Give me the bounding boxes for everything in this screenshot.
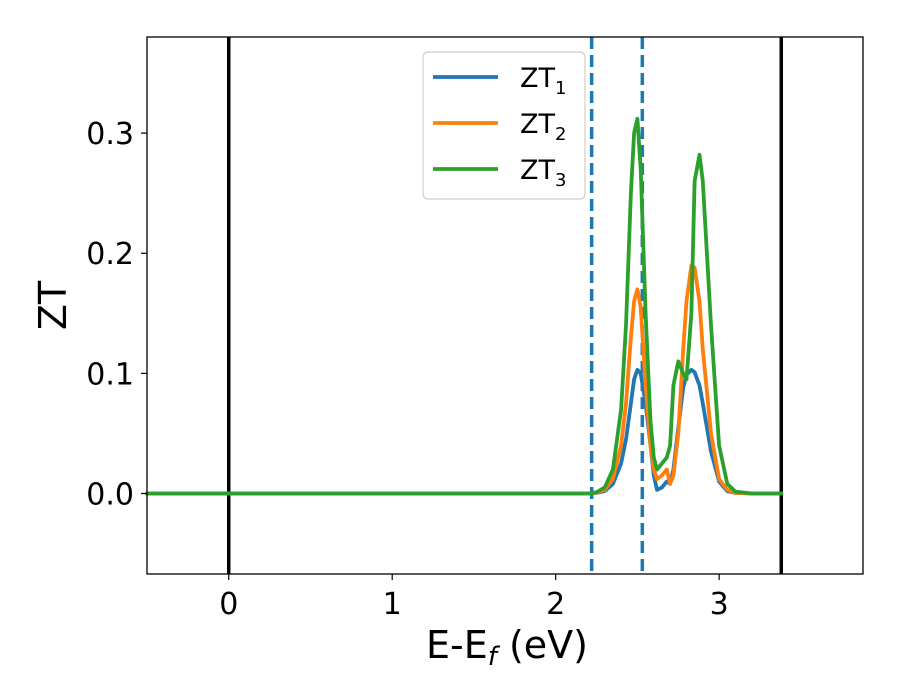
x-tick-label: 3 <box>710 587 729 622</box>
plot-frame <box>146 36 864 575</box>
legend-label-2: ZT2 <box>520 109 566 145</box>
axis-ticks: 0 1 2 3 0.0 0.1 0.2 0.3 <box>86 117 728 622</box>
y-tick-label: 0.0 <box>86 478 134 513</box>
series-line-1 <box>145 367 784 496</box>
legend: ZT1 ZT2 ZT3 <box>422 51 586 200</box>
legend-label-1: ZT1 <box>520 63 566 99</box>
x-axis-label: E-Ef (eV) <box>426 623 588 672</box>
plot-area <box>145 37 784 574</box>
legend-box <box>422 51 586 200</box>
x-tick-label: 1 <box>383 587 402 622</box>
y-tick-label: 0.3 <box>86 117 134 152</box>
legend-label-3: ZT3 <box>520 155 566 191</box>
x-tick-label: 0 <box>219 587 238 622</box>
y-axis-label: ZT <box>31 280 75 330</box>
y-tick-label: 0.2 <box>86 237 134 272</box>
y-tick-label: 0.1 <box>86 357 134 392</box>
series-line-3 <box>145 116 784 496</box>
x-tick-label: 2 <box>546 587 565 622</box>
